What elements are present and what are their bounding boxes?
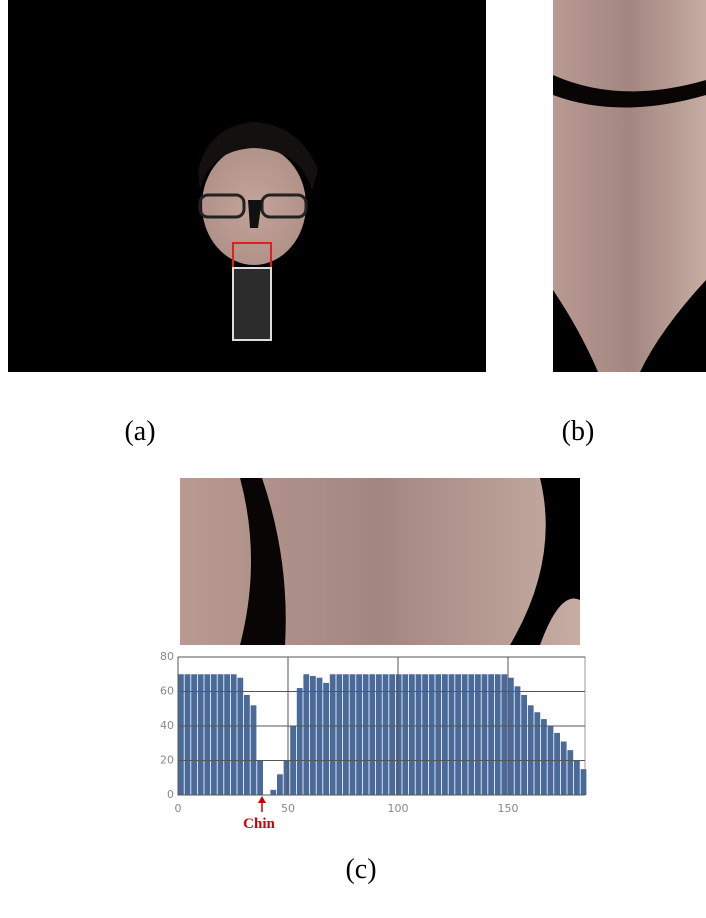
annotation-arrowhead bbox=[258, 796, 266, 803]
bar bbox=[435, 674, 441, 795]
bar bbox=[356, 674, 362, 795]
bar bbox=[237, 678, 243, 795]
bar bbox=[297, 688, 303, 795]
bar bbox=[336, 674, 342, 795]
bar bbox=[211, 674, 217, 795]
caption-b: (b) bbox=[562, 416, 595, 447]
bar bbox=[429, 674, 435, 795]
bar bbox=[323, 683, 329, 795]
bar bbox=[350, 674, 356, 795]
bar bbox=[581, 769, 587, 795]
bar bbox=[495, 674, 501, 795]
bar bbox=[488, 674, 494, 795]
x-tick-label: 0 bbox=[175, 802, 182, 815]
bar bbox=[462, 674, 468, 795]
bar bbox=[369, 674, 375, 795]
photo-b bbox=[553, 0, 706, 372]
photo-a bbox=[8, 0, 486, 372]
bar bbox=[442, 674, 448, 795]
bar bbox=[554, 733, 560, 795]
bar bbox=[257, 761, 263, 796]
bar bbox=[574, 761, 580, 796]
y-tick-label: 20 bbox=[160, 754, 174, 767]
bar bbox=[455, 674, 461, 795]
bar bbox=[416, 674, 422, 795]
y-tick-label: 60 bbox=[160, 685, 174, 698]
bar bbox=[409, 674, 415, 795]
bar bbox=[389, 674, 395, 795]
bar bbox=[277, 774, 283, 795]
bar bbox=[198, 674, 204, 795]
bar bbox=[422, 674, 428, 795]
bar bbox=[343, 674, 349, 795]
bar bbox=[303, 674, 309, 795]
bar bbox=[521, 695, 527, 795]
bar bbox=[284, 761, 290, 796]
caption-a: (a) bbox=[124, 416, 155, 447]
bar bbox=[534, 712, 540, 795]
bar bbox=[541, 719, 547, 795]
y-tick-label: 40 bbox=[160, 719, 174, 732]
bar bbox=[383, 674, 389, 795]
bar bbox=[449, 674, 455, 795]
page: (a) (b) (c) 020406080050100150Chin (() =… bbox=[0, 0, 706, 918]
bar bbox=[178, 674, 184, 795]
bar bbox=[363, 674, 369, 795]
bar bbox=[402, 674, 408, 795]
bar bbox=[185, 674, 191, 795]
bar bbox=[191, 674, 197, 795]
bar bbox=[270, 790, 276, 795]
y-tick-label: 80 bbox=[160, 650, 174, 663]
bar bbox=[376, 674, 382, 795]
bar bbox=[468, 674, 474, 795]
figure: (a) (b) (c) 0 20 40 60 80 0 50 100 150 Chin bbox=[0, 0, 706, 918]
x-tick-label: 150 bbox=[498, 802, 519, 815]
bar bbox=[218, 674, 224, 795]
bar bbox=[231, 674, 237, 795]
bar bbox=[567, 750, 573, 795]
bar bbox=[317, 678, 323, 795]
bar bbox=[251, 705, 257, 795]
bar bbox=[508, 678, 514, 795]
bar bbox=[528, 705, 534, 795]
bar bbox=[561, 742, 567, 795]
bar bbox=[204, 674, 210, 795]
bar bbox=[515, 686, 521, 795]
bar bbox=[330, 674, 336, 795]
bar bbox=[310, 676, 316, 795]
bar bbox=[396, 674, 402, 795]
y-tick-label: 0 bbox=[167, 788, 174, 801]
x-tick-label: 50 bbox=[281, 802, 295, 815]
photo-c bbox=[180, 478, 580, 645]
caption-c: (c) bbox=[345, 854, 376, 885]
x-tick-label: 100 bbox=[388, 802, 409, 815]
bar bbox=[482, 674, 488, 795]
bar bbox=[501, 674, 507, 795]
bar bbox=[224, 674, 230, 795]
bar bbox=[244, 695, 250, 795]
annotation: Chin bbox=[243, 816, 275, 832]
histogram: 0 20 40 60 80 0 50 100 150 Chin bbox=[160, 650, 586, 832]
bar bbox=[475, 674, 481, 795]
